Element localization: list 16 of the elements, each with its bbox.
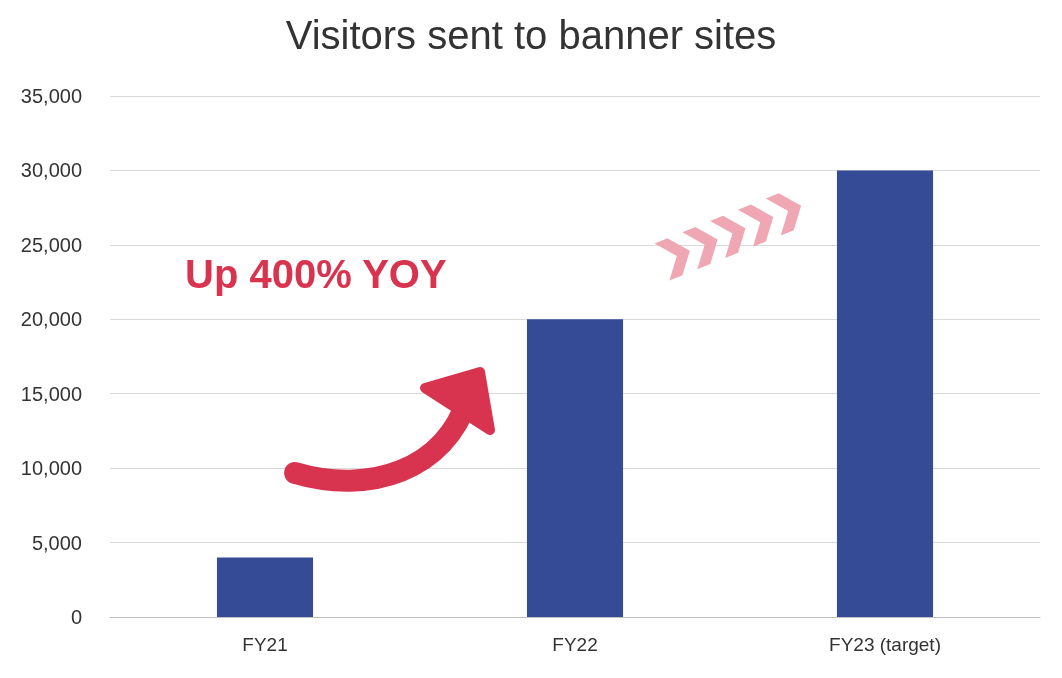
bar xyxy=(526,319,624,617)
y-tick-label: 20,000 xyxy=(20,308,82,331)
bar xyxy=(836,170,934,617)
x-tick-label: FY22 xyxy=(552,634,598,655)
y-tick-label: 10,000 xyxy=(20,457,82,480)
bar xyxy=(216,557,314,617)
y-tick-label: 25,000 xyxy=(20,233,82,256)
annotation: Up 400% YOY xyxy=(185,252,447,296)
x-tick-label: FY21 xyxy=(242,634,288,655)
y-tick-label: 0 xyxy=(70,606,82,628)
y-tick-label: 15,000 xyxy=(20,382,82,405)
y-tick-label: 35,000 xyxy=(20,85,82,107)
y-tick-label: 30,000 xyxy=(20,159,82,182)
x-tick-label: FY23 (target) xyxy=(829,634,941,655)
y-tick-label: 5,000 xyxy=(31,531,82,554)
chart-title: Visitors sent to banner sites xyxy=(285,13,777,57)
